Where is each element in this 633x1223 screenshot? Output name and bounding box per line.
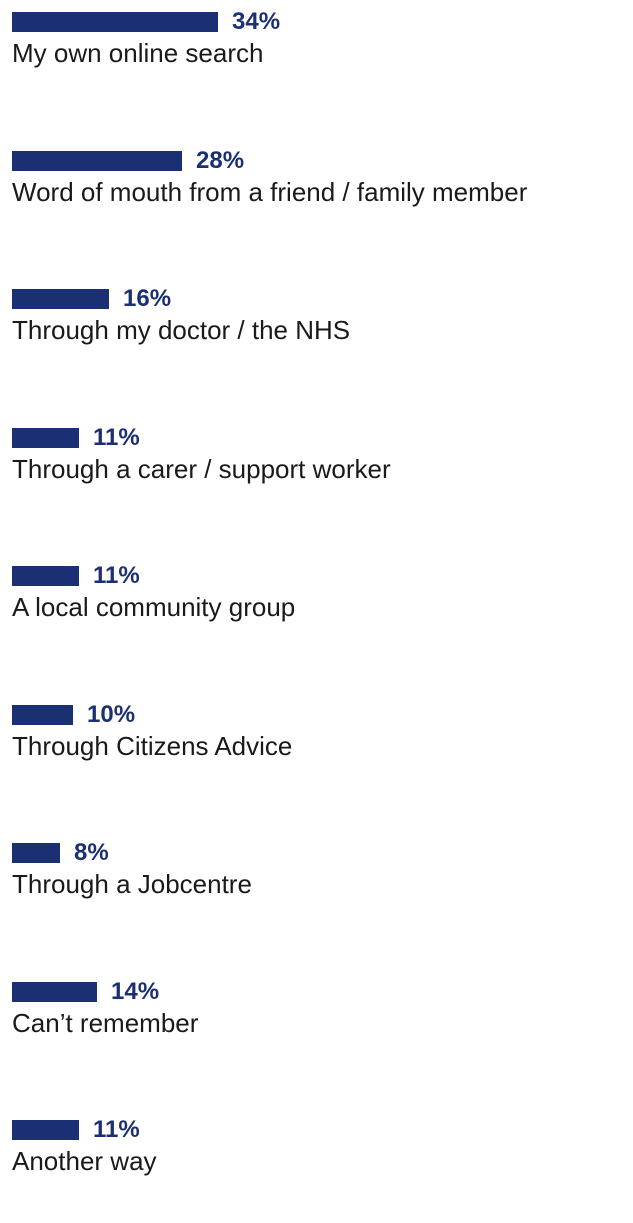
bar-line: 11% bbox=[12, 421, 140, 455]
data-label: 28% bbox=[196, 146, 245, 174]
data-label: 8% bbox=[74, 839, 109, 866]
data-label: 11% bbox=[93, 562, 140, 589]
bar-line: 11% bbox=[12, 559, 140, 593]
bar-row: 34% My own online search bbox=[12, 5, 633, 115]
bar bbox=[12, 12, 218, 32]
category-label: Through a Jobcentre bbox=[12, 869, 252, 899]
data-label: 11% bbox=[93, 1116, 140, 1143]
bar-line: 16% bbox=[12, 282, 171, 316]
data-label: 16% bbox=[123, 285, 172, 312]
bar-row: 8% Through a Jobcentre bbox=[12, 836, 633, 946]
data-label: 10% bbox=[87, 700, 136, 728]
category-label: Can’t remember bbox=[12, 1007, 199, 1038]
data-label: 14% bbox=[111, 977, 160, 1005]
bar-row: 10% Through Citizens Advice bbox=[12, 698, 633, 808]
data-label: 11% bbox=[93, 423, 140, 451]
bar bbox=[12, 981, 97, 1002]
category-label: My own online search bbox=[12, 38, 264, 68]
category-label: Through my doctor / the NHS bbox=[12, 315, 351, 345]
bar bbox=[12, 704, 73, 725]
bar-line: 11% bbox=[12, 1113, 140, 1147]
category-label: Another way bbox=[12, 1146, 157, 1176]
bar-line: 14% bbox=[12, 975, 159, 1009]
bar-row: 11% Another way bbox=[12, 1113, 633, 1223]
bar bbox=[12, 150, 182, 171]
bar-row: 11% A local community group bbox=[12, 559, 633, 669]
data-label: 34% bbox=[232, 8, 281, 35]
category-label: Word of mouth from a friend / family mem… bbox=[12, 176, 528, 207]
bar-row: 28% Word of mouth from a friend / family … bbox=[12, 144, 633, 254]
bar bbox=[12, 289, 109, 309]
horizontal-bar-chart: 34% My own online search 28% Word of mouth … bbox=[12, 5, 633, 1176]
bar-row: 14% Can’t remember bbox=[12, 975, 633, 1085]
bar bbox=[12, 843, 60, 863]
category-label: Through Citizens Advice bbox=[12, 730, 293, 761]
bar-line: 8% bbox=[12, 836, 109, 870]
bar-line: 34% bbox=[12, 5, 280, 39]
category-label: Through a carer / support worker bbox=[12, 453, 391, 484]
bar-line: 28% bbox=[12, 144, 244, 178]
bar-row: 16% Through my doctor / the NHS bbox=[12, 282, 633, 392]
bar bbox=[12, 1120, 79, 1140]
bar-row: 11% Through a carer / support worker bbox=[12, 421, 633, 531]
bar-line: 10% bbox=[12, 698, 135, 732]
category-label: A local community group bbox=[12, 592, 296, 622]
bar bbox=[12, 566, 79, 586]
bar bbox=[12, 427, 79, 448]
